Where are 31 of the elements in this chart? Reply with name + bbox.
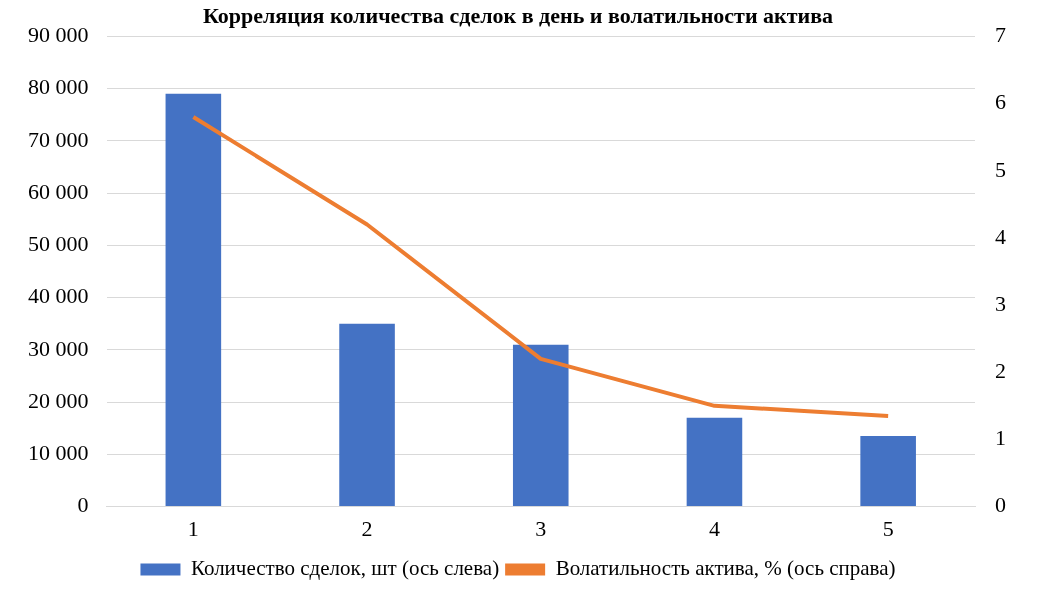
y-tick-label: 10 000 xyxy=(28,440,89,466)
x-tick-label: 4 xyxy=(708,515,720,541)
y2-tick-label: 6 xyxy=(995,89,1006,115)
legend-label: Количество сделок, шт (ось слева) xyxy=(190,556,500,581)
y-tick-label: 20 000 xyxy=(28,387,89,413)
x-tick-label: 1 xyxy=(187,515,199,541)
y-tick-label: 80 000 xyxy=(28,74,89,100)
chart-title: Корреляция количества сделок в день и волатильности актива xyxy=(202,2,834,28)
bar xyxy=(512,344,569,507)
y-tick-label: 30 000 xyxy=(28,335,89,361)
y-tick-label: 40 000 xyxy=(28,283,89,309)
x-tick-label: 5 xyxy=(882,515,894,541)
bar xyxy=(165,93,222,507)
y2-tick-label: 2 xyxy=(995,358,1006,384)
y2-tick-label: 3 xyxy=(995,290,1006,316)
y2-tick-label: 7 xyxy=(995,22,1006,48)
y2-tick-label: 0 xyxy=(995,492,1006,518)
legend-label: Волатильность актива, % (ось справа) xyxy=(555,556,896,581)
y-tick-label: 0 xyxy=(77,492,89,518)
y2-tick-label: 4 xyxy=(995,223,1006,249)
y-tick-label: 50 000 xyxy=(28,231,89,257)
y-tick-label: 70 000 xyxy=(28,126,89,152)
y2-tick-label: 1 xyxy=(995,425,1006,451)
y2-tick-label: 5 xyxy=(995,156,1006,182)
y-tick-label: 90 000 xyxy=(28,22,89,48)
x-tick-label: 2 xyxy=(361,515,373,541)
bar xyxy=(686,417,743,507)
x-tick-label: 3 xyxy=(535,515,547,541)
bar xyxy=(339,323,395,507)
y-tick-label: 60 000 xyxy=(28,178,89,204)
bar xyxy=(860,436,916,507)
